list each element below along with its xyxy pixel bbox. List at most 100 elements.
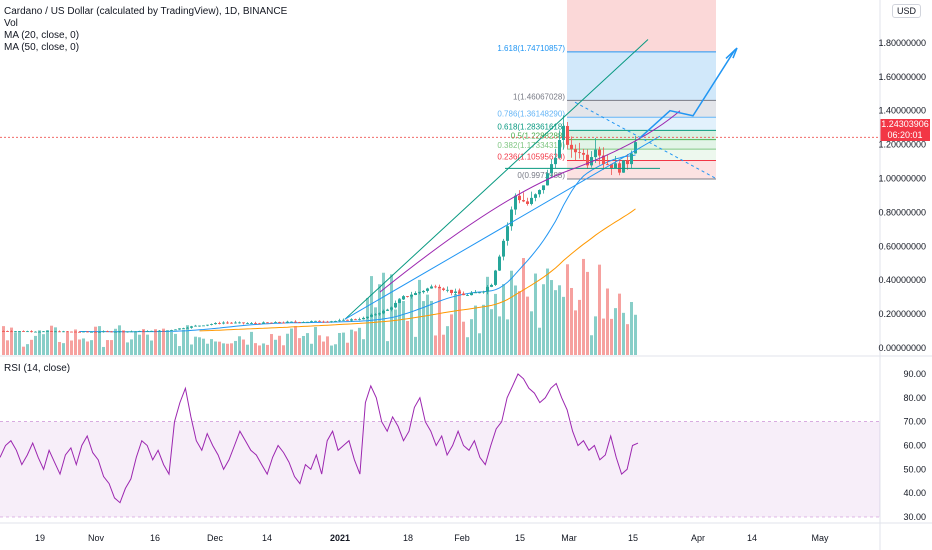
candle-body xyxy=(422,290,425,293)
candle-body xyxy=(626,160,629,165)
rsi-tick-label: 40.00 xyxy=(903,488,926,498)
volume-bar xyxy=(410,294,413,355)
volume-bar xyxy=(294,326,297,355)
volume-bar xyxy=(326,336,329,355)
volume-bar xyxy=(622,312,625,355)
volume-bar xyxy=(78,339,81,355)
volume-bar xyxy=(366,297,369,355)
candle-body xyxy=(262,322,265,324)
forecast-arrow xyxy=(639,49,736,139)
candle-body xyxy=(362,317,365,320)
candle-body xyxy=(306,321,309,323)
candle-body xyxy=(22,331,25,332)
currency-badge[interactable]: USD xyxy=(892,4,922,18)
time-tick-label: 14 xyxy=(747,533,757,543)
time-tick-label: 18 xyxy=(403,533,413,543)
volume-bar xyxy=(354,331,357,355)
candle-body xyxy=(158,330,161,332)
countdown-label: 06:20:01 xyxy=(880,130,930,141)
volume-bar xyxy=(134,331,137,355)
volume-bar xyxy=(534,273,537,355)
candle-body xyxy=(250,323,253,324)
volume-bar xyxy=(270,334,273,355)
volume-bar xyxy=(502,284,505,355)
volume-bar xyxy=(454,293,457,355)
candle-body xyxy=(450,289,453,293)
time-tick-label: 14 xyxy=(262,533,272,543)
candle-body xyxy=(470,292,473,296)
volume-bar xyxy=(290,328,293,355)
volume-bar xyxy=(526,296,529,355)
candle-body xyxy=(494,270,497,285)
volume-bar xyxy=(554,290,557,355)
candle-body xyxy=(170,330,173,331)
candle-body xyxy=(310,321,313,323)
volume-bar xyxy=(122,330,125,355)
price-tick-label: 1.00000000 xyxy=(878,174,926,184)
volume-bar xyxy=(286,333,289,355)
candle-body xyxy=(610,164,613,169)
volume-bar xyxy=(486,276,489,355)
volume-bar xyxy=(418,279,421,355)
candle-body xyxy=(430,286,433,289)
volume-bar xyxy=(190,344,193,355)
volume-bar xyxy=(266,344,269,355)
candle-body xyxy=(474,292,477,294)
candle-body xyxy=(154,330,157,332)
candle-body xyxy=(530,197,533,204)
candle-body xyxy=(46,331,49,332)
volume-bar xyxy=(302,335,305,355)
candle-body xyxy=(354,319,357,321)
volume-bar xyxy=(546,268,549,355)
candle-body xyxy=(314,320,317,322)
candle-body xyxy=(490,284,493,287)
volume-bar xyxy=(222,343,225,355)
candle-body xyxy=(70,331,73,333)
time-tick-label: Feb xyxy=(454,533,470,543)
volume-bar xyxy=(538,327,541,355)
price-tick-label: 0.60000000 xyxy=(878,241,926,251)
volume-bar xyxy=(10,327,13,355)
price-tick-label: 0.20000000 xyxy=(878,309,926,319)
candle-body xyxy=(462,293,465,296)
volume-bar xyxy=(414,336,417,355)
volume-bar xyxy=(58,341,61,355)
candle-body xyxy=(118,331,121,333)
candle-body xyxy=(94,331,97,333)
volume-bar xyxy=(350,329,353,355)
volume-bar xyxy=(330,345,333,355)
candle-body xyxy=(574,149,577,153)
fib-zone-5 xyxy=(567,139,716,150)
fib-zone-382 xyxy=(567,149,716,161)
volume-bar xyxy=(146,334,149,355)
volume-bar xyxy=(594,316,597,355)
volume-bar xyxy=(38,330,41,355)
candle-body xyxy=(74,331,77,333)
volume-bar xyxy=(570,287,573,355)
candle-body xyxy=(606,163,609,165)
candle-body xyxy=(234,322,237,324)
volume-bar xyxy=(614,308,617,355)
candle-body xyxy=(146,331,149,332)
candle-body xyxy=(370,314,373,317)
candle-body xyxy=(434,286,437,288)
curve-line xyxy=(379,110,681,293)
volume-bar xyxy=(562,296,565,355)
candle-body xyxy=(186,327,189,329)
volume-bar xyxy=(186,325,189,355)
volume-bar xyxy=(442,334,445,355)
volume-bar xyxy=(490,309,493,355)
candle-body xyxy=(130,331,133,333)
volume-bar xyxy=(362,339,365,355)
candle-body xyxy=(242,322,245,324)
volume-bar xyxy=(402,301,405,355)
fib-zone-1618 xyxy=(567,51,716,101)
candle-body xyxy=(226,322,229,324)
channel-upper-line xyxy=(344,39,649,320)
volume-bar xyxy=(542,284,545,355)
time-tick-label: 16 xyxy=(150,533,160,543)
candle-body xyxy=(386,309,389,311)
time-tick-label: 15 xyxy=(515,533,525,543)
volume-bar xyxy=(94,326,97,355)
